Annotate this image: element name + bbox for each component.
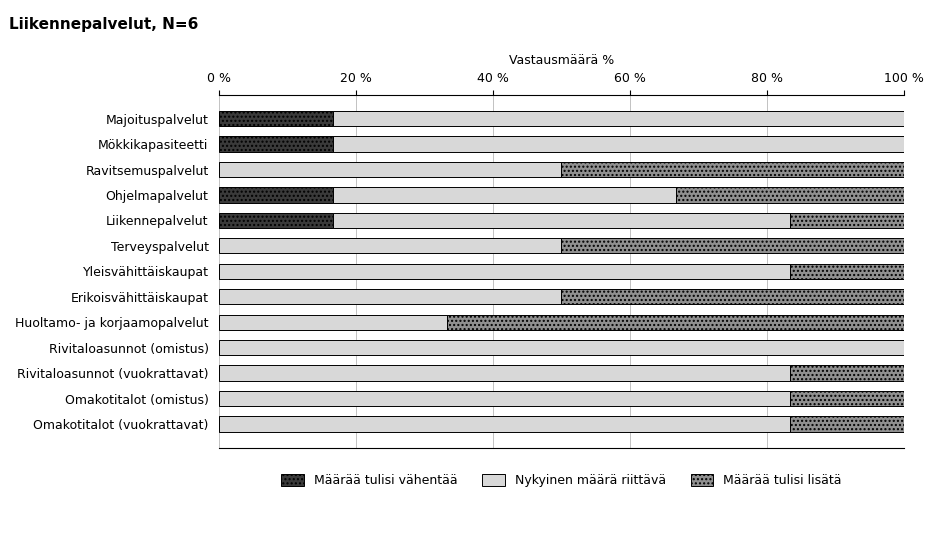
Bar — [447, 315, 904, 330]
Bar — [219, 136, 333, 152]
Bar — [790, 391, 904, 406]
Bar — [219, 416, 790, 431]
Bar — [219, 289, 562, 304]
Bar — [562, 238, 904, 254]
Bar — [333, 213, 790, 228]
Bar — [790, 213, 904, 228]
Bar — [219, 238, 562, 254]
Bar — [562, 289, 904, 304]
Bar — [219, 111, 333, 126]
Bar — [333, 187, 676, 202]
Bar — [219, 162, 562, 177]
Bar — [219, 315, 447, 330]
Legend: Määrää tulisi vähentää, Nykyinen määrä riittävä, Määrää tulisi lisätä: Määrää tulisi vähentää, Nykyinen määrä r… — [275, 468, 848, 494]
X-axis label: Vastausmäärä %: Vastausmäärä % — [509, 54, 614, 67]
Bar — [219, 264, 790, 279]
Bar — [219, 365, 790, 381]
Bar — [219, 187, 333, 202]
Bar — [333, 111, 904, 126]
Bar — [219, 213, 333, 228]
Bar — [219, 391, 790, 406]
Bar — [333, 136, 904, 152]
Bar — [790, 416, 904, 431]
Bar — [562, 162, 904, 177]
Bar — [219, 340, 904, 355]
Bar — [790, 264, 904, 279]
Text: Liikennepalvelut, N=6: Liikennepalvelut, N=6 — [9, 17, 199, 32]
Bar — [790, 365, 904, 381]
Bar — [676, 187, 904, 202]
